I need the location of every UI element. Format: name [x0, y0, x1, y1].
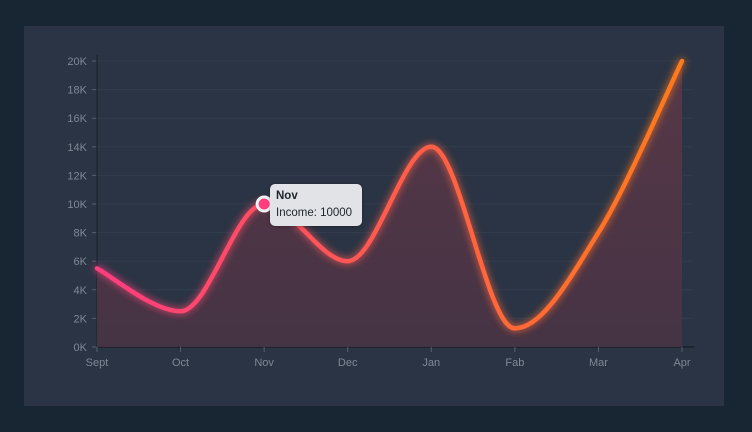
- y-tick-label: 16K: [67, 113, 87, 125]
- tooltip: Nov Income: 10000: [270, 184, 362, 226]
- data-point[interactable]: [425, 141, 437, 153]
- y-tick-label: 0K: [74, 342, 88, 354]
- data-point[interactable]: [509, 322, 521, 334]
- data-point[interactable]: [592, 227, 604, 239]
- x-tick-label: Fab: [505, 357, 524, 369]
- x-tick-label: Dec: [338, 357, 358, 369]
- x-axis: Sept Oct Nov Dec Jan Fab Mar Apr: [86, 346, 694, 369]
- tooltip-title: Nov: [276, 190, 298, 202]
- x-tick-label: Apr: [673, 357, 690, 369]
- x-tick-label: Mar: [589, 357, 608, 369]
- data-point[interactable]: [676, 55, 688, 67]
- y-tick-label: 8K: [74, 228, 88, 240]
- y-tick-label: 14K: [67, 142, 87, 154]
- data-point[interactable]: [175, 305, 187, 317]
- data-point[interactable]: [342, 255, 354, 267]
- y-tick-label: 6K: [74, 256, 88, 268]
- y-tick-label: 2K: [74, 313, 88, 325]
- series-line: [94, 58, 685, 331]
- y-tick-label: 12K: [67, 170, 87, 182]
- x-tick-label: Oct: [172, 357, 189, 369]
- y-tick-label: 4K: [74, 285, 88, 297]
- y-tick-label: 20K: [67, 56, 87, 68]
- y-tick-label: 18K: [67, 85, 87, 97]
- x-tick-label: Jan: [422, 357, 440, 369]
- series-area: [97, 61, 682, 347]
- y-tick-label: 10K: [67, 199, 87, 211]
- tooltip-label: Income: 10000: [276, 207, 353, 219]
- x-tick-label: Nov: [254, 357, 274, 369]
- y-axis: 0K 2K 4K 6K 8K 10K 12K 14K 16K 18K 20K: [67, 55, 98, 354]
- data-point[interactable]: [91, 262, 103, 274]
- x-tick-label: Sept: [86, 357, 109, 369]
